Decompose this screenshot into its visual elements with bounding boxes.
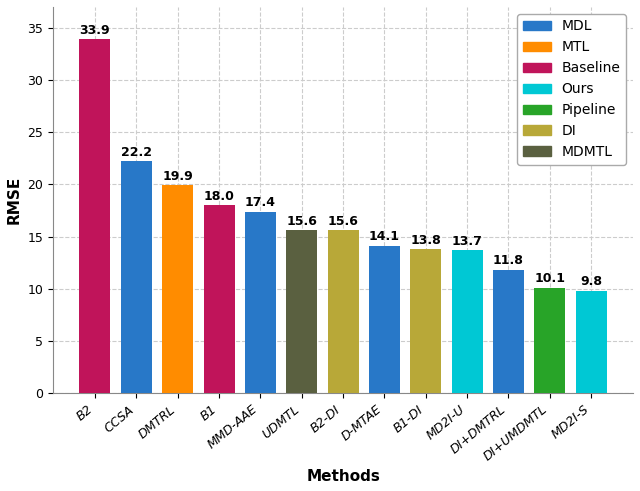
Text: 18.0: 18.0 [204,190,234,203]
Bar [245,212,276,393]
Bar [204,205,234,393]
Bar [328,230,358,393]
Bar [286,230,317,393]
Bar [369,246,400,393]
Text: 33.9: 33.9 [79,24,110,37]
Bar [452,250,483,393]
Text: 19.9: 19.9 [163,170,193,183]
Bar [79,39,111,393]
Text: 14.1: 14.1 [369,230,400,244]
Legend: MDL, MTL, Baseline, Ours, Pipeline, DI, MDMTL: MDL, MTL, Baseline, Ours, Pipeline, DI, … [517,14,626,164]
Text: 11.8: 11.8 [493,254,524,268]
Bar [534,288,565,393]
X-axis label: Methods: Methods [306,469,380,484]
Bar [575,291,607,393]
Bar [162,186,193,393]
Text: 13.8: 13.8 [410,234,441,246]
Bar [121,162,152,393]
Bar [410,249,442,393]
Text: 17.4: 17.4 [245,196,276,209]
Text: 22.2: 22.2 [121,146,152,159]
Text: 15.6: 15.6 [286,215,317,228]
Text: 9.8: 9.8 [580,275,602,288]
Text: 13.7: 13.7 [452,235,483,247]
Text: 15.6: 15.6 [328,215,358,228]
Bar [493,270,524,393]
Text: 10.1: 10.1 [534,272,565,285]
Y-axis label: RMSE: RMSE [7,176,22,224]
